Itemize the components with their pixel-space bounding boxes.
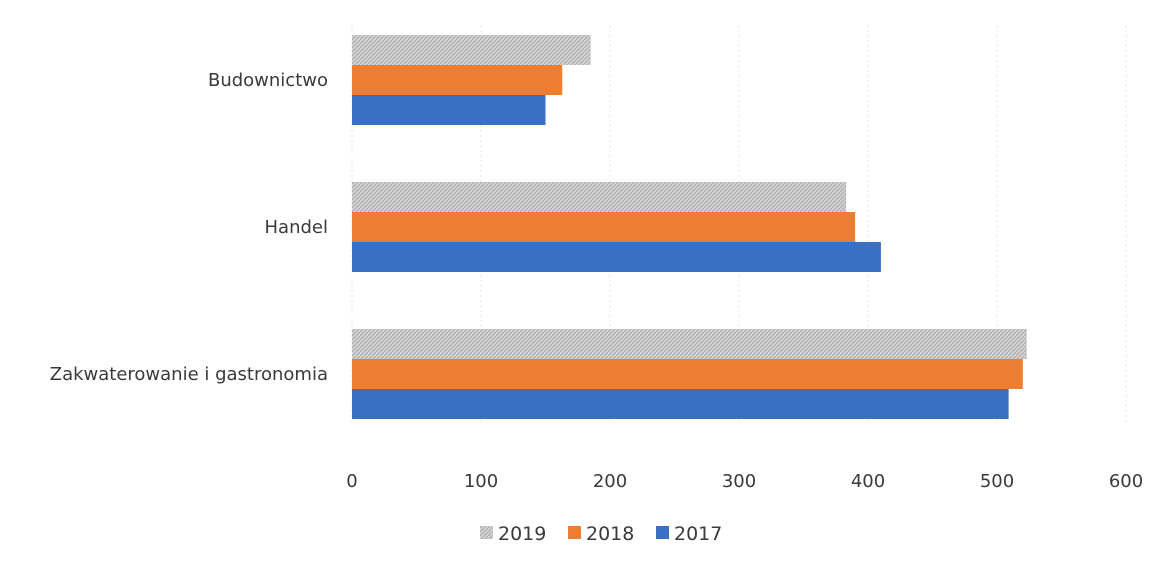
legend-label-2019: 2019 xyxy=(498,523,546,545)
category-labels: Budownictwo Handel Zakwaterowanie i gastro… xyxy=(50,70,328,385)
bar-budownictwo-2019 xyxy=(352,35,591,65)
category-label-handel: Handel xyxy=(265,217,328,238)
bar-budownictwo-2017 xyxy=(352,95,546,125)
legend-label-2018: 2018 xyxy=(586,523,634,545)
bars xyxy=(352,35,1027,419)
legend: 2019 2018 2017 xyxy=(480,523,722,545)
x-tick-label-0: 0 xyxy=(346,471,357,492)
category-label-zakwaterowanie-i-gastronomia: Zakwaterowanie i gastronomia xyxy=(50,364,328,385)
x-tick-label-400: 400 xyxy=(851,471,885,492)
legend-swatch-2019 xyxy=(480,526,493,539)
x-tick-label-100: 100 xyxy=(464,471,498,492)
legend-label-2017: 2017 xyxy=(674,523,722,545)
legend-swatch-2018 xyxy=(568,526,581,539)
x-tick-label-500: 500 xyxy=(980,471,1014,492)
bar-zakwaterowanie-i-gastronomia-2017 xyxy=(352,389,1009,419)
legend-swatch-2017 xyxy=(656,526,669,539)
bar-handel-2017 xyxy=(352,242,881,272)
x-tick-label-300: 300 xyxy=(722,471,756,492)
bar-handel-2019 xyxy=(352,182,847,212)
x-tick-label-200: 200 xyxy=(593,471,627,492)
category-label-budownictwo: Budownictwo xyxy=(208,70,328,91)
x-axis-tick-labels: 0 100 200 300 400 500 600 xyxy=(346,471,1143,492)
x-tick-label-600: 600 xyxy=(1109,471,1143,492)
bar-handel-2018 xyxy=(352,212,856,242)
bar-zakwaterowanie-i-gastronomia-2018 xyxy=(352,359,1023,389)
bar-zakwaterowanie-i-gastronomia-2019 xyxy=(352,329,1027,359)
bar-budownictwo-2018 xyxy=(352,65,563,95)
